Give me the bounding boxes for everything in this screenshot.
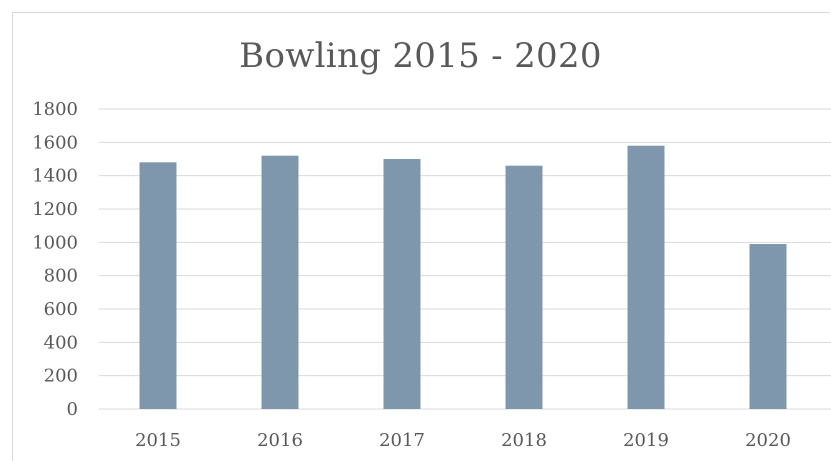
y-tick-label: 1800 <box>32 99 78 120</box>
bar-2019 <box>627 145 665 409</box>
bars <box>139 145 787 409</box>
x-tick-label: 2015 <box>135 430 181 451</box>
y-tick-label: 1400 <box>32 166 78 187</box>
y-axis-ticks: 0 200 400 600 800 1000 1200 1400 1600 1800 <box>32 99 78 420</box>
y-tick-label: 600 <box>44 299 78 320</box>
y-tick-label: 200 <box>44 366 78 387</box>
bar-2020 <box>749 244 787 409</box>
x-tick-label: 2017 <box>379 430 425 451</box>
x-tick-label: 2020 <box>745 430 791 451</box>
y-tick-label: 1200 <box>32 199 78 220</box>
y-tick-label: 400 <box>44 332 78 353</box>
x-tick-label: 2016 <box>257 430 303 451</box>
bar-2016 <box>261 155 299 409</box>
y-tick-label: 1000 <box>32 232 78 253</box>
gridlines <box>99 108 831 410</box>
bar-2017 <box>383 159 421 409</box>
x-tick-label: 2018 <box>501 430 547 451</box>
y-tick-label: 1600 <box>32 132 78 153</box>
y-tick-label: 800 <box>44 266 78 287</box>
bar-2015 <box>139 162 177 409</box>
x-tick-label: 2019 <box>623 430 669 451</box>
bar-2018 <box>505 165 543 409</box>
x-axis-ticks: 2015 2016 2017 2018 2019 2020 <box>135 430 791 451</box>
y-tick-label: 0 <box>67 399 78 420</box>
chart-title: Bowling 2015 - 2020 <box>239 36 602 76</box>
